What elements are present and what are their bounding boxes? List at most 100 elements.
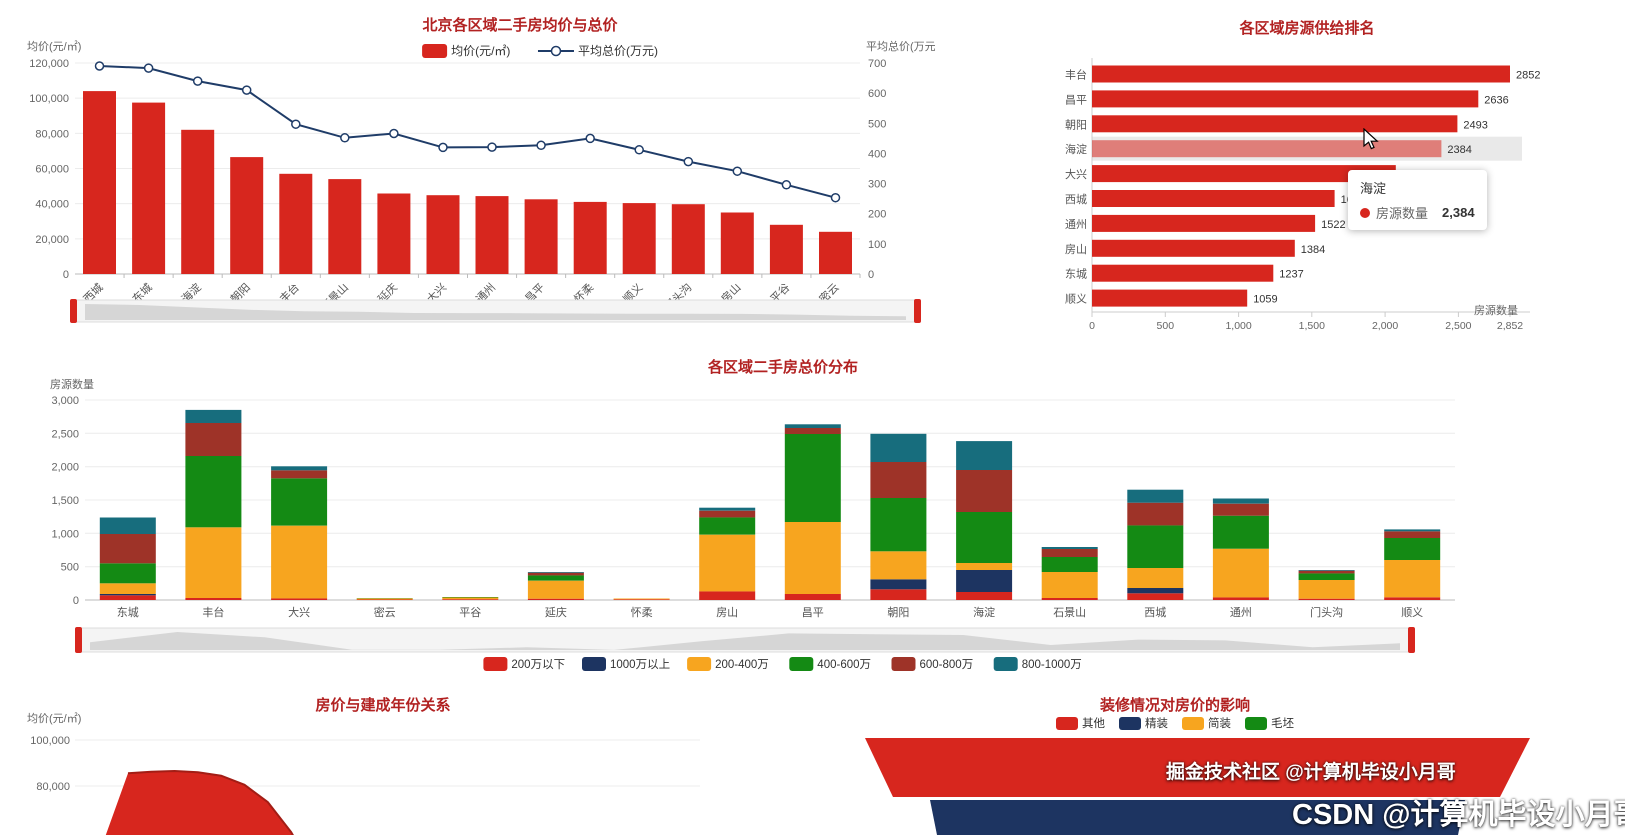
line-point-密云[interactable] <box>830 192 841 203</box>
stack-石景山-200万以下[interactable] <box>1041 598 1098 600</box>
stack-平谷-200-400万[interactable] <box>442 597 499 600</box>
datazoom-handle-left[interactable] <box>70 299 77 323</box>
bar-平谷[interactable] <box>769 224 803 274</box>
legend-item-400-600万[interactable]: 400-600万 <box>789 657 871 671</box>
stack-房山-600-800万[interactable] <box>699 510 756 518</box>
stack-顺义-200万以下[interactable] <box>1384 597 1441 600</box>
hbar-西城[interactable] <box>1092 190 1335 207</box>
line-point-西城[interactable] <box>94 61 105 71</box>
combo-chart-canvas[interactable]: 0 20,000 40,000 60,000 80,000 100,000 120,000 0… <box>0 0 935 340</box>
bar-门头沟[interactable] <box>671 204 705 274</box>
stack-西城-200万以下[interactable] <box>1127 593 1184 600</box>
bar-西城[interactable] <box>83 91 116 274</box>
stack-海淀-800-1000万[interactable] <box>956 441 1013 470</box>
stack-西城-200-400万[interactable] <box>1127 568 1184 588</box>
stack-门头沟-200万以下[interactable] <box>1298 598 1355 600</box>
line-point-延庆[interactable] <box>389 128 399 139</box>
stack-延庆-800-1000万[interactable] <box>527 572 584 573</box>
hbar-昌平[interactable] <box>1092 90 1479 108</box>
stack-门头沟-400-600万[interactable] <box>1298 573 1355 580</box>
stack-石景山-200-400万[interactable] <box>1041 572 1098 598</box>
legend-item-简装[interactable]: 简装 <box>1182 716 1231 730</box>
stack-顺义-200-400万[interactable] <box>1384 560 1441 598</box>
stack-大兴-200-400万[interactable] <box>271 525 328 599</box>
stack-昌平-200万以下[interactable] <box>784 594 841 600</box>
stack-海淀-600-800万[interactable] <box>956 470 1013 512</box>
hbar-朝阳[interactable] <box>1092 115 1458 133</box>
bar-延庆[interactable] <box>377 193 411 275</box>
stack-昌平-200-400万[interactable] <box>784 522 841 594</box>
legend-item-200-400万[interactable]: 200-400万 <box>687 657 769 671</box>
stack-丰台-200-400万[interactable] <box>185 527 242 598</box>
funnel-segment-精装[interactable] <box>930 800 1465 835</box>
legend-item-精装[interactable]: 精装 <box>1119 717 1168 730</box>
stack-延庆-200-400万[interactable] <box>527 580 584 599</box>
stack-延庆-600-800万[interactable] <box>527 572 584 576</box>
stack-房山-200万以下[interactable] <box>699 591 756 600</box>
bar-密云[interactable] <box>819 231 852 274</box>
stack-昌平-600-800万[interactable] <box>784 428 841 434</box>
line-point-昌平[interactable] <box>536 140 546 151</box>
line-point-石景山[interactable] <box>340 133 350 143</box>
stack-密云-200-400万[interactable] <box>356 598 413 600</box>
chart-renovation-effect[interactable]: 装修情况对房价的影响 其他 精装 简装 毛坯 <box>860 690 1625 835</box>
stack-平谷-200万以下[interactable] <box>442 599 499 600</box>
legend-item-毛坯[interactable]: 毛坯 <box>1245 717 1294 730</box>
stack-通州-200万以下[interactable] <box>1212 597 1269 600</box>
legend-item-其他[interactable]: 其他 <box>1056 717 1105 730</box>
stack-朝阳-1000万以上[interactable] <box>870 579 927 590</box>
hbar-海淀[interactable] <box>1092 140 1442 158</box>
line-point-朝阳[interactable] <box>241 85 252 95</box>
stack-房山-200-400万[interactable] <box>699 534 756 592</box>
stack-大兴-600-800万[interactable] <box>271 470 328 479</box>
legend-item-600-800万[interactable]: 600-800万 <box>891 657 974 671</box>
bar-东城[interactable] <box>132 102 166 274</box>
bar-昌平[interactable] <box>524 199 558 274</box>
line-point-丰台[interactable] <box>291 119 301 129</box>
stack-顺义-800-1000万[interactable] <box>1384 529 1441 532</box>
legend-item-800-1000万[interactable]: 800-1000万 <box>993 657 1082 671</box>
stack-丰台-400-600万[interactable] <box>185 456 242 528</box>
stack-顺义-400-600万[interactable] <box>1384 538 1441 560</box>
bar-石景山[interactable] <box>328 179 362 275</box>
hbar-丰台[interactable] <box>1092 65 1510 83</box>
line-point-海淀[interactable] <box>192 76 203 86</box>
stack-怀柔-200万以下[interactable] <box>613 599 670 600</box>
stack-门头沟-200-400万[interactable] <box>1298 580 1355 599</box>
stack-石景山-800-1000万[interactable] <box>1041 547 1098 549</box>
bar-顺义[interactable] <box>622 203 656 274</box>
funnel-chart-canvas[interactable]: 其他 精装 简装 毛坯 <box>860 690 1625 835</box>
line-point-大兴[interactable] <box>438 142 448 153</box>
hbar-顺义[interactable] <box>1092 289 1248 307</box>
hbar-房山[interactable] <box>1092 239 1295 257</box>
stack-东城-800-1000万[interactable] <box>99 517 156 535</box>
stack-大兴-400-600万[interactable] <box>271 478 328 526</box>
bar-怀柔[interactable] <box>573 201 607 274</box>
line-point-房山[interactable] <box>732 166 743 176</box>
line-point-顺义[interactable] <box>634 145 644 155</box>
line-point-怀柔[interactable] <box>585 133 595 144</box>
stack-朝阳-400-600万[interactable] <box>870 498 927 552</box>
stack-石景山-400-600万[interactable] <box>1041 557 1098 572</box>
stack-房山-800-1000万[interactable] <box>699 507 756 511</box>
hbar-东城[interactable] <box>1092 264 1274 282</box>
stack-丰台-600-800万[interactable] <box>185 423 242 456</box>
stack-大兴-800-1000万[interactable] <box>271 466 328 471</box>
hbar-大兴[interactable] <box>1092 165 1396 183</box>
stack-海淀-1000万以上[interactable] <box>956 570 1013 592</box>
datazoom-handle-right[interactable] <box>914 299 921 323</box>
stack-东城-400-600万[interactable] <box>99 563 156 584</box>
bar-房山[interactable] <box>720 212 754 275</box>
stack-丰台-200万以下[interactable] <box>185 598 242 600</box>
stack-西城-1000万以上[interactable] <box>1127 588 1184 594</box>
chart-supply-ranking[interactable]: 各区域房源供给排名 0 500 1,000 1,500 2,000 2,500 2,852 2… <box>1040 0 1625 340</box>
legend-item-1000万以上[interactable]: 1000万以上 <box>582 657 670 671</box>
stack-朝阳-600-800万[interactable] <box>870 462 927 498</box>
ranking-chart-canvas[interactable]: 0 500 1,000 1,500 2,000 2,500 2,852 2852 丰台 2636 昌… <box>1040 0 1625 340</box>
line-point-平谷[interactable] <box>781 180 792 190</box>
hbar-通州[interactable] <box>1092 214 1316 232</box>
funnel-segment-其他[interactable] <box>865 738 1530 797</box>
stack-朝阳-200万以下[interactable] <box>870 589 927 600</box>
stack-顺义-600-800万[interactable] <box>1384 531 1441 538</box>
bar-朝阳[interactable] <box>230 157 264 274</box>
